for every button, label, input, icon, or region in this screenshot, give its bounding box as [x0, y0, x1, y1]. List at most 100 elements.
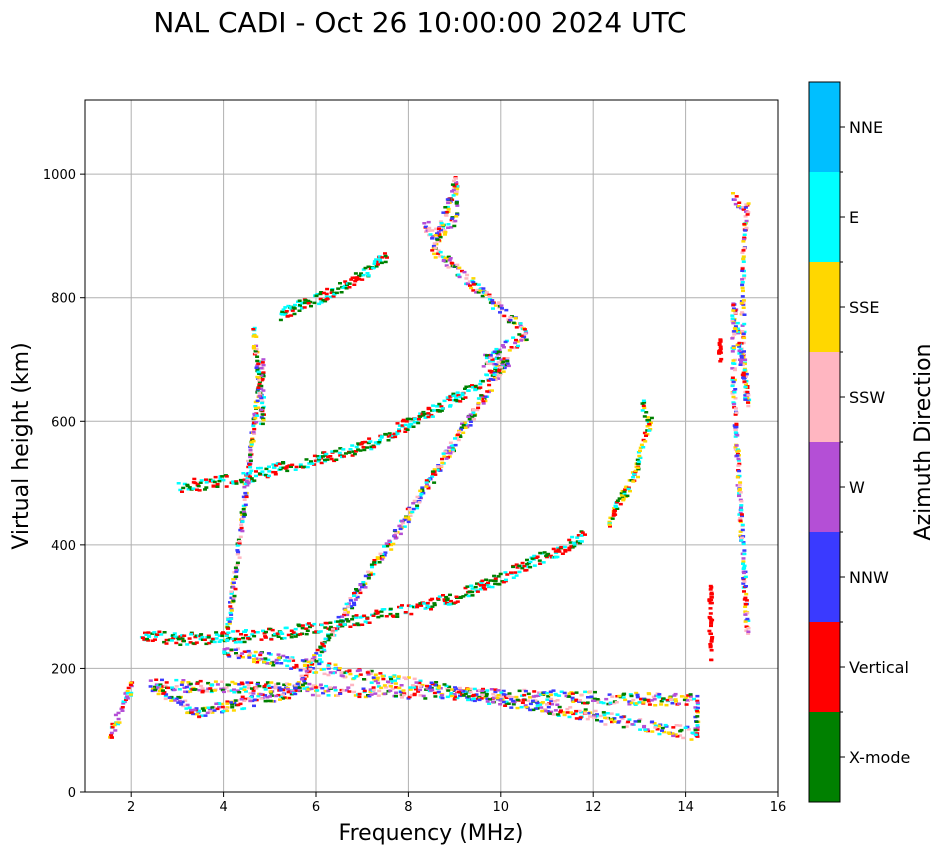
echo-point	[745, 611, 750, 615]
echo-point	[551, 713, 556, 716]
echo-point	[642, 431, 647, 435]
echo-point	[337, 667, 342, 670]
echo-point	[574, 717, 579, 720]
echo-point	[220, 634, 225, 638]
echo-point	[681, 736, 686, 740]
echo-point	[356, 442, 361, 445]
echo-point	[419, 492, 424, 496]
echo-point	[514, 338, 518, 342]
echo-point	[352, 601, 356, 605]
echo-point	[277, 686, 282, 689]
echo-point	[425, 684, 429, 688]
echo-point	[285, 687, 290, 691]
echo-point	[259, 387, 264, 391]
echo-point	[400, 696, 404, 699]
echo-point	[457, 430, 462, 434]
echo-point	[425, 687, 430, 691]
echo-point	[399, 684, 404, 687]
echo-point	[331, 671, 335, 675]
echo-point	[350, 618, 355, 621]
echo-point	[348, 672, 353, 676]
echo-point	[738, 358, 742, 361]
echo-point	[684, 703, 689, 706]
echo-point	[568, 706, 573, 709]
echo-point	[572, 541, 577, 545]
echo-point	[280, 632, 285, 635]
echo-point	[369, 563, 374, 566]
echo-point	[246, 697, 251, 700]
echo-point	[741, 557, 746, 560]
echo-point	[385, 256, 389, 259]
echo-point	[264, 630, 268, 634]
echo-point	[363, 266, 368, 270]
echo-point	[591, 716, 596, 719]
echo-point	[120, 706, 125, 709]
echo-point	[243, 491, 248, 495]
echo-point	[496, 694, 501, 697]
echo-point	[320, 642, 325, 646]
echo-point	[146, 639, 151, 642]
echo-point	[253, 650, 258, 654]
echo-point	[406, 697, 411, 700]
echo-point	[214, 633, 219, 636]
echo-point	[444, 214, 449, 217]
echo-point	[227, 655, 232, 658]
echo-point	[447, 398, 452, 402]
x-tick-label: 4	[219, 800, 227, 815]
echo-point	[450, 450, 455, 453]
echo-point	[457, 266, 462, 270]
echo-point	[319, 660, 324, 664]
echo-point	[401, 693, 406, 697]
echo-point	[403, 430, 408, 433]
echo-point	[474, 693, 479, 696]
echo-point	[449, 599, 453, 603]
echo-point	[481, 690, 486, 694]
echo-point	[741, 260, 746, 263]
echo-point	[180, 681, 185, 684]
echo-point	[448, 593, 452, 597]
echo-point	[355, 276, 360, 279]
echo-point	[690, 731, 695, 735]
echo-point	[548, 690, 553, 693]
y-tick-label: 800	[51, 292, 76, 307]
echo-point	[456, 394, 461, 397]
echo-point	[509, 571, 513, 574]
echo-point	[562, 713, 567, 717]
echo-point	[607, 523, 612, 526]
echo-point	[488, 356, 493, 360]
echo-point	[580, 531, 585, 534]
echo-point	[191, 712, 196, 716]
echo-point	[439, 409, 444, 412]
echo-point	[329, 291, 334, 294]
echo-point	[418, 489, 423, 493]
echo-point	[363, 440, 368, 444]
echo-point	[479, 584, 483, 587]
echo-point	[261, 629, 265, 633]
echo-point	[158, 683, 163, 686]
echo-point	[524, 568, 529, 572]
echo-point	[745, 617, 750, 621]
echo-point	[741, 249, 746, 252]
echo-point	[609, 712, 614, 715]
echo-point	[511, 565, 516, 569]
echo-point	[642, 415, 647, 418]
echo-point	[509, 698, 514, 701]
echo-point	[425, 601, 430, 605]
echo-point	[740, 353, 745, 356]
echo-point	[733, 202, 738, 206]
echo-point	[417, 496, 422, 499]
echo-point	[371, 614, 376, 617]
echo-point	[496, 361, 501, 364]
echo-point	[470, 587, 475, 590]
echo-point	[438, 220, 443, 223]
echo-point	[437, 402, 442, 406]
echo-point	[185, 711, 190, 715]
echo-point	[243, 634, 248, 637]
echo-point	[636, 462, 641, 466]
echo-point	[248, 459, 253, 462]
echo-point	[252, 660, 256, 664]
echo-point	[508, 695, 512, 699]
echo-point	[432, 468, 437, 471]
echo-point	[612, 508, 617, 512]
echo-point	[744, 203, 749, 206]
